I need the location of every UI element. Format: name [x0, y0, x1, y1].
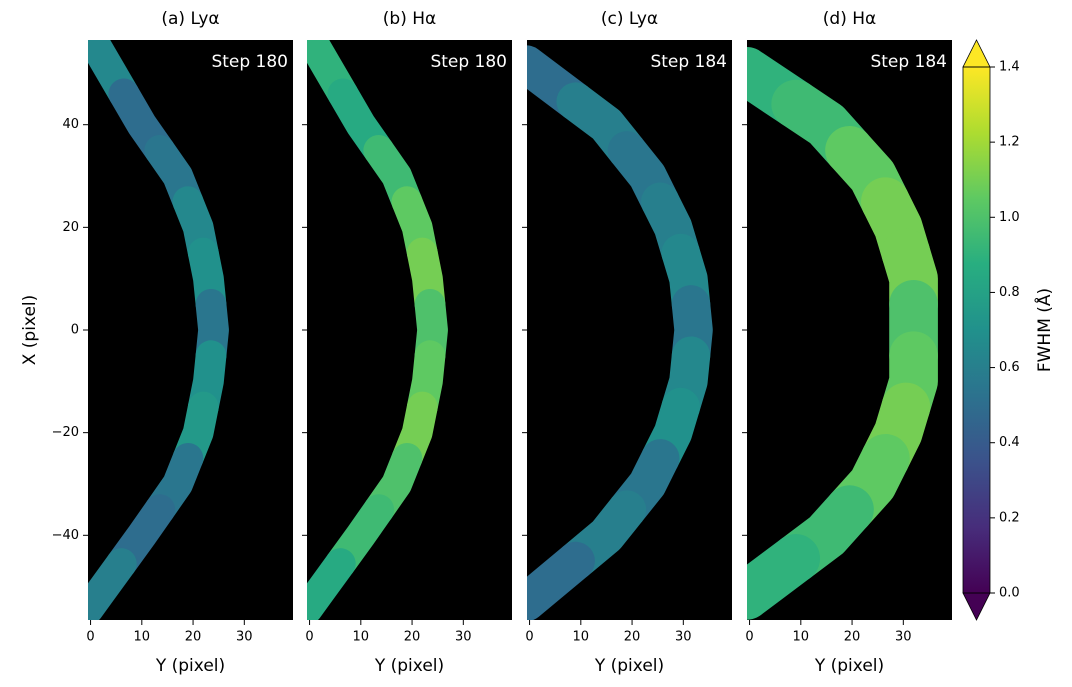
- x-axis-label: Y (pixel): [155, 656, 225, 676]
- x-tick-label: 20: [404, 630, 421, 645]
- x-axis-label: Y (pixel): [374, 656, 444, 676]
- image: [527, 45, 713, 620]
- colorbar-frame: [962, 66, 991, 594]
- colorbar-tick-label: 1.2: [999, 135, 1020, 150]
- colorbar-extend-top: [962, 39, 991, 68]
- colorbar-tick-label: 1.4: [999, 60, 1020, 75]
- colorbar-tick-label: 0.2: [999, 510, 1020, 525]
- panel-title: (a) Lyα: [161, 9, 219, 29]
- panel-title: (d) Hα: [823, 9, 876, 29]
- panel-title: (c) Lyα: [601, 9, 658, 29]
- annotation: Step 184: [870, 52, 947, 72]
- colorbar-extend-bottom: [962, 592, 991, 621]
- annotation: Step 180: [211, 52, 288, 72]
- annotation: Step 180: [430, 52, 507, 72]
- x-tick-label: 20: [185, 630, 202, 645]
- x-tick-label: 10: [793, 630, 810, 645]
- y-tick-label: 0: [71, 323, 79, 338]
- x-tick-label: 30: [455, 630, 472, 645]
- y-tick-label: −20: [52, 425, 79, 440]
- x-tick-label: 30: [236, 630, 253, 645]
- pixel-band: [747, 534, 821, 620]
- y-axis-label: X (pixel): [20, 295, 40, 366]
- image: [88, 40, 229, 620]
- colorbar-tick-label: 0.0: [999, 586, 1020, 601]
- x-tick-label: 10: [353, 630, 370, 645]
- panel-background: [88, 40, 293, 620]
- pixel-band: [88, 548, 137, 620]
- x-tick-label: 10: [134, 630, 151, 645]
- colorbar-tick-label: 1.0: [999, 210, 1020, 225]
- pixel-band: [527, 541, 595, 620]
- y-tick-label: 40: [62, 117, 79, 132]
- pixel-band: [307, 548, 356, 620]
- x-tick-label: 0: [86, 630, 94, 645]
- colorbar-tick-label: 0.4: [999, 435, 1020, 450]
- x-tick-label: 0: [525, 630, 533, 645]
- colorbar-tick-label: 0.6: [999, 360, 1020, 375]
- x-axis-label: Y (pixel): [594, 656, 664, 676]
- x-tick-label: 30: [675, 630, 692, 645]
- colorbar-label: FWHM (Å): [1033, 288, 1055, 372]
- x-tick-label: 20: [624, 630, 641, 645]
- x-tick-label: 30: [895, 630, 912, 645]
- x-tick-label: 0: [305, 630, 313, 645]
- x-tick-label: 20: [844, 630, 861, 645]
- image: [747, 47, 938, 620]
- colorbar-tick-label: 0.8: [999, 285, 1020, 300]
- image: [307, 40, 448, 620]
- y-tick-label: −40: [52, 528, 79, 543]
- annotation: Step 184: [650, 52, 727, 72]
- x-axis-label: Y (pixel): [814, 656, 884, 676]
- y-tick-label: 20: [62, 220, 79, 235]
- panel-background: [307, 40, 512, 620]
- x-tick-label: 0: [745, 630, 753, 645]
- x-tick-label: 10: [573, 630, 590, 645]
- panel-title: (b) Hα: [383, 9, 436, 29]
- colorbar: [963, 67, 990, 593]
